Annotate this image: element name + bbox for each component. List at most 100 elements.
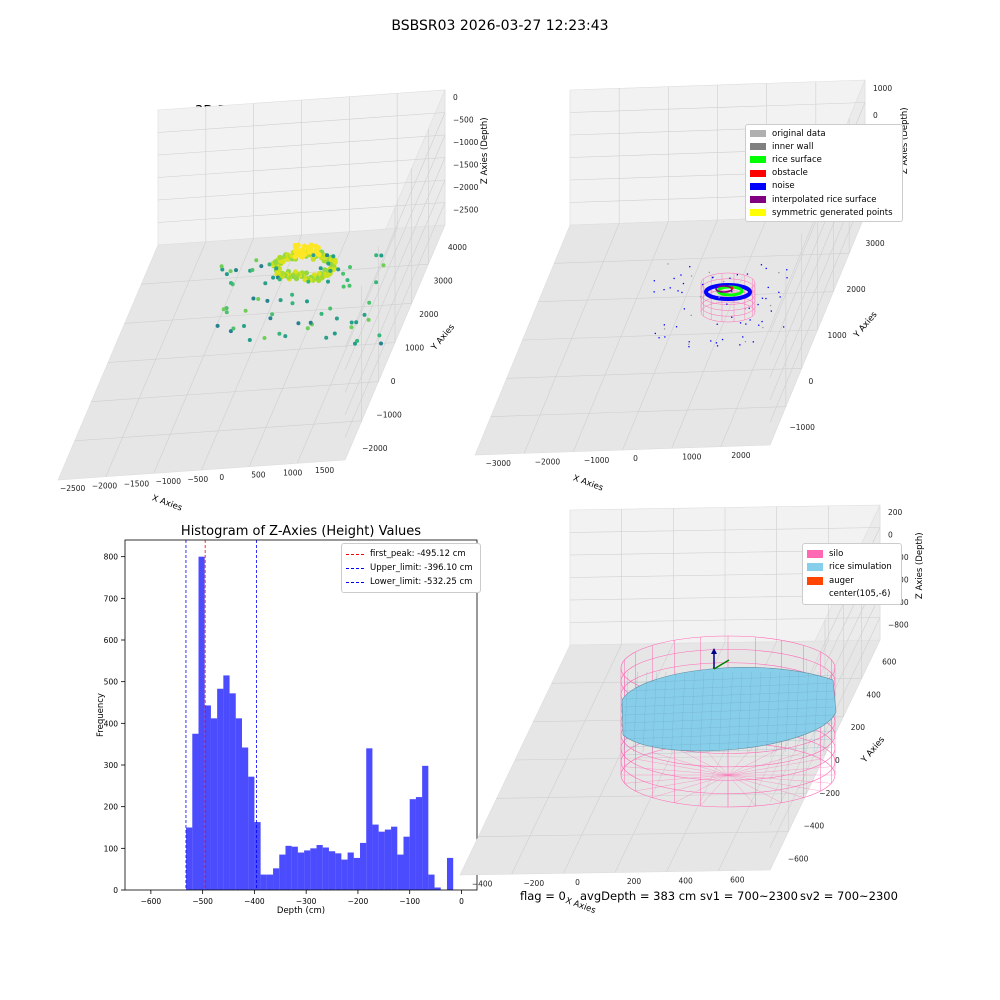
raw-point <box>275 269 281 275</box>
histogram-bar <box>285 845 292 890</box>
histogram-bar <box>391 826 398 890</box>
raw-point <box>279 272 285 278</box>
rice-surface <box>621 667 837 752</box>
raw-point <box>329 265 335 271</box>
legend-item: silo <box>807 547 897 561</box>
cls-floor-pane <box>474 214 866 456</box>
raw-point <box>321 258 327 264</box>
raw-xlabel: X Axies <box>150 493 183 513</box>
silo-floor-spoke <box>700 743 729 776</box>
y-tick-label: 700 <box>104 594 119 603</box>
raw-point <box>332 331 337 336</box>
histogram-bar <box>415 797 423 890</box>
raw-point <box>273 267 279 273</box>
raw-point <box>270 260 276 266</box>
raw-point <box>320 252 326 258</box>
center-axis-arrow <box>711 648 717 654</box>
raw-point <box>275 261 281 267</box>
cls-point <box>786 277 788 279</box>
raw-point <box>327 266 333 272</box>
silo-floor-spoke <box>674 774 729 803</box>
cls-point <box>716 345 719 347</box>
silo-floor-spoke <box>727 752 804 776</box>
raw-point <box>242 324 246 328</box>
cls-point <box>765 267 767 270</box>
silo-ring <box>620 729 836 794</box>
raw-point <box>290 273 296 279</box>
cls-point <box>729 277 731 279</box>
raw-point <box>336 267 341 272</box>
y-tick-label: 400 <box>104 719 119 728</box>
silo-ring <box>620 715 836 781</box>
cls-point <box>757 303 759 306</box>
raw-point <box>325 253 330 258</box>
x-tick-label: 0 <box>459 897 464 906</box>
raw-point <box>377 333 382 338</box>
legend-item: rice surface <box>750 153 898 166</box>
raw-point <box>379 341 383 346</box>
x-tick-label: −400 <box>244 897 265 906</box>
raw-point <box>271 261 277 267</box>
raw-point <box>324 272 330 278</box>
histogram-bar <box>378 831 385 890</box>
raw-point <box>327 268 333 274</box>
raw-point <box>329 263 335 269</box>
raw-point <box>319 275 325 281</box>
sim-zlabel: Z Axies (Depth) <box>915 532 925 599</box>
raw-point <box>273 261 279 267</box>
legend-item: rice simulation <box>807 561 897 575</box>
silo-floor-spoke <box>727 774 756 807</box>
cls-silo-ring <box>700 301 756 323</box>
raw-point <box>318 255 324 261</box>
legend-label: symmetric generated points <box>772 207 893 218</box>
legend-label: noise <box>772 181 795 192</box>
legend-item: symmetric generated points <box>750 206 898 219</box>
cls-rice-surface <box>716 285 744 297</box>
raw-point <box>299 248 305 254</box>
cls-point <box>770 310 772 312</box>
sim-ytick: −600 <box>788 855 809 864</box>
cls-xlabel: X Axies <box>571 473 604 493</box>
raw-point <box>284 271 290 277</box>
raw-point <box>331 262 337 268</box>
silo-floor-spoke <box>700 774 729 807</box>
cls-point <box>769 304 772 307</box>
raw-point <box>324 259 330 265</box>
raw-ytick: 1000 <box>405 344 424 353</box>
y-tick-label: 600 <box>104 636 119 645</box>
raw-point <box>293 256 299 262</box>
histogram-bar <box>279 854 286 890</box>
legend-label: rice simulation <box>829 562 892 573</box>
legend-label: Lower_limit: -532.25 cm <box>370 577 473 587</box>
raw-point <box>308 274 314 281</box>
raw-point <box>298 251 304 257</box>
histogram-bar <box>360 842 367 890</box>
x-tick-label: −100 <box>399 897 420 906</box>
cls-point <box>723 281 725 283</box>
cls-ytick: 3000 <box>866 239 885 248</box>
legend-label: original data <box>772 128 826 139</box>
raw-point <box>311 272 317 278</box>
raw-ztick: −1500 <box>453 160 479 169</box>
histogram-bar <box>403 836 410 890</box>
raw-point <box>327 259 333 265</box>
silo-floor-spoke <box>652 752 729 776</box>
raw-point <box>254 258 259 263</box>
histogram-bar <box>291 846 298 890</box>
raw-point <box>289 253 295 259</box>
raw-point <box>349 320 354 325</box>
silo-ring <box>620 649 836 714</box>
legend-item: Lower_limit: -532.25 cm <box>346 575 476 589</box>
raw-point <box>316 271 322 277</box>
raw-point <box>311 253 316 258</box>
cls-xtick: 2000 <box>731 451 750 460</box>
cls-point <box>778 272 780 274</box>
raw-point <box>299 254 305 260</box>
raw-point <box>251 296 256 301</box>
cls-point <box>708 271 710 274</box>
raw-point <box>284 252 291 258</box>
sim-xtick: −400 <box>472 880 493 889</box>
silo-floor-spoke <box>727 774 782 803</box>
cls-point <box>673 277 675 280</box>
raw-point <box>316 252 322 258</box>
